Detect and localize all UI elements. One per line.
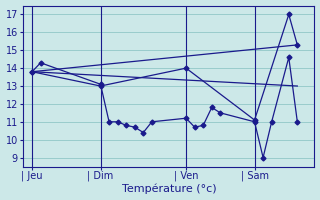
X-axis label: Température (°c): Température (°c) — [122, 184, 216, 194]
